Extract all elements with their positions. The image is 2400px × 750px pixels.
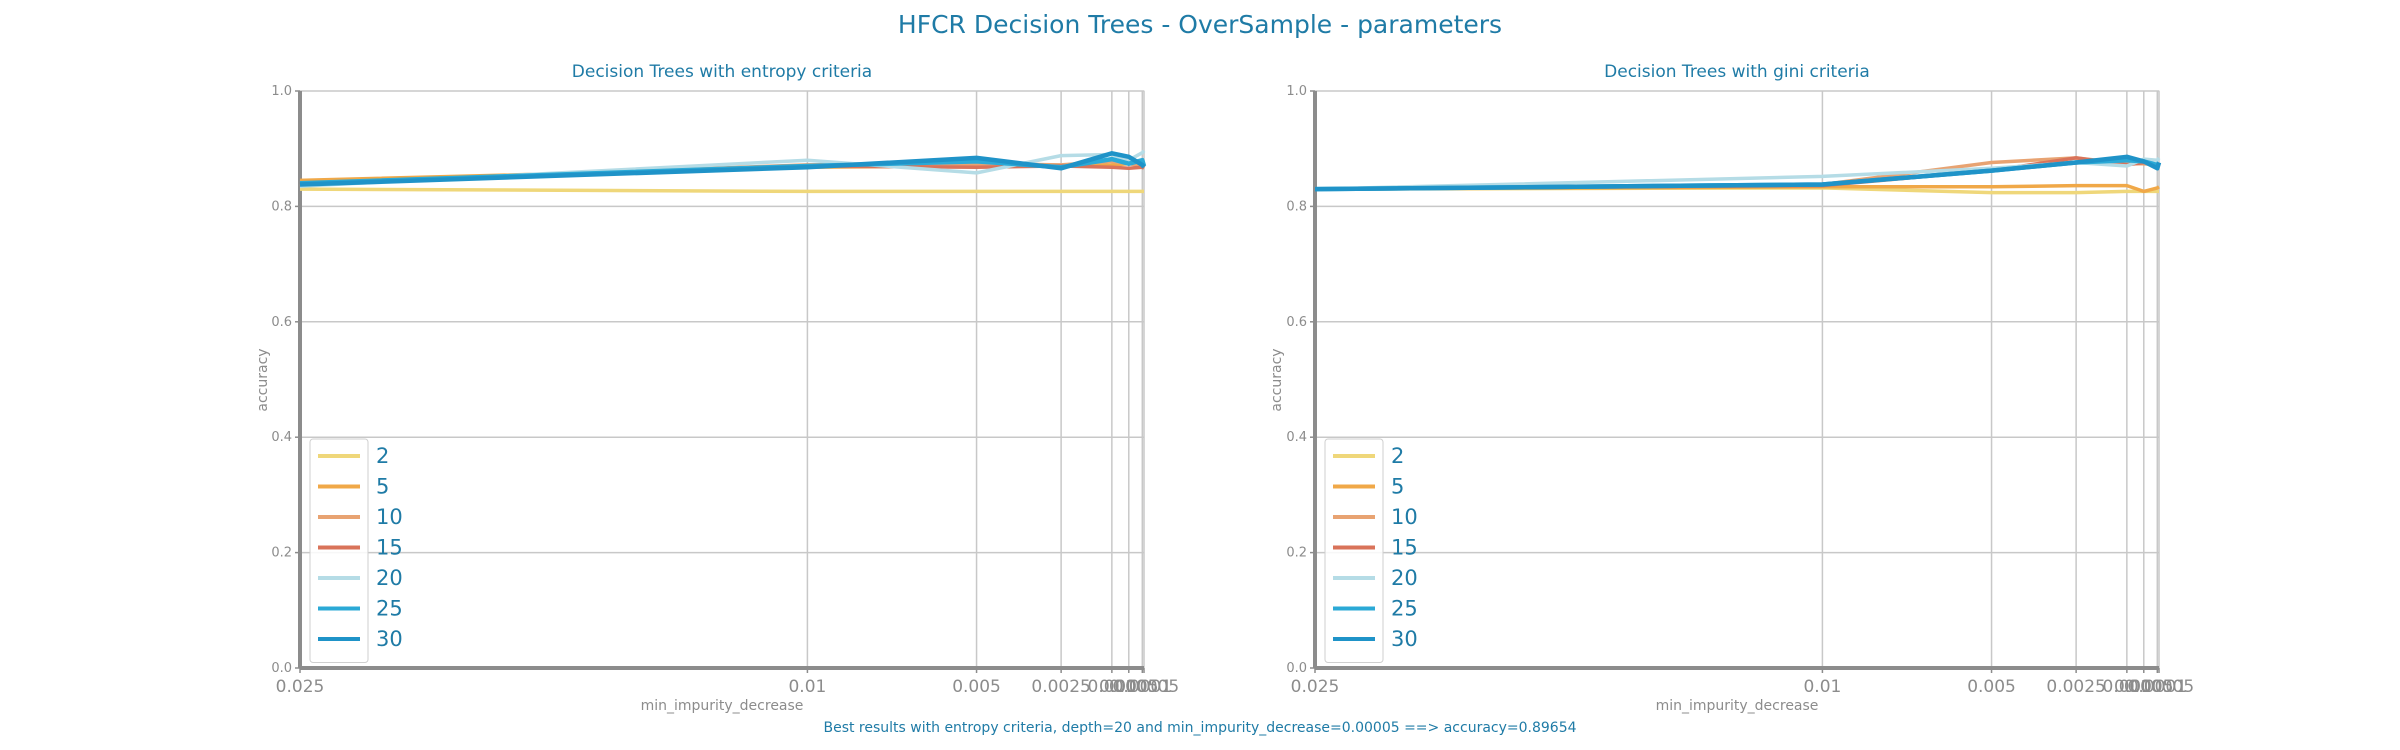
gini-plot-area: 0.00.20.40.60.81.00.025 0.01 0.005 0.00250.… <box>1286 84 2194 697</box>
entropy-legend-label-30: 30 <box>376 627 403 651</box>
entropy-x-tick-label: 0.005 <box>952 677 1001 697</box>
entropy-x-tick-label: 0.0005 <box>1099 677 1158 697</box>
gini-x-tick-label: 0.0001 <box>2128 677 2187 697</box>
gini-y-tick-label: 0.4 <box>1286 430 1307 445</box>
best-results-summary: Best results with entropy criteria, dept… <box>823 720 1576 736</box>
gini-chart-panel: Decision Trees with gini criteria min_im… <box>1269 62 2194 714</box>
gini-chart-title: Decision Trees with gini criteria <box>1604 62 1870 82</box>
gini-legend-label-10: 10 <box>1391 505 1418 529</box>
gini-series-line-5 <box>1314 183 2160 194</box>
gini-x-tick-label: 0.0025 <box>2046 677 2105 697</box>
entropy-legend-label-2: 2 <box>376 444 389 468</box>
gini-legend-label-25: 25 <box>1391 597 1418 621</box>
gini-x-tick-label: 0.001 <box>2103 677 2152 697</box>
gini-series-line-20 <box>1314 156 2161 191</box>
gini-y-tick-label: 1.0 <box>1286 84 1307 99</box>
figure-title: HFCR Decision Trees - OverSample - param… <box>898 10 1502 39</box>
entropy-y-tick-label: 1.0 <box>271 84 292 99</box>
entropy-y-tick-label: 0.6 <box>271 315 292 330</box>
gini-x-tick-label: 0.0005 <box>2114 677 2173 697</box>
entropy-y-tick-label: 0.8 <box>271 199 292 214</box>
entropy-series-line-20 <box>299 149 1146 188</box>
entropy-legend <box>309 438 369 663</box>
entropy-x-tick-label: 0.001 <box>1088 677 1137 697</box>
entropy-y-tick-label: 0.0 <box>271 661 292 676</box>
gini-x-axis-label: min_impurity_decrease <box>1656 698 1819 714</box>
gini-x-tick-label: 0.025 <box>1291 677 1340 697</box>
gini-series-line-30 <box>1314 154 2162 192</box>
gini-x-tick-label: 0.00005 <box>2124 677 2194 697</box>
entropy-x-tick-label: 0.01 <box>788 677 826 697</box>
entropy-plot-area: 0.00.20.40.60.81.00.025 0.01 0.005 0.00250.… <box>271 84 1179 697</box>
entropy-y-axis-label: accuracy <box>255 348 271 411</box>
gini-series-line-2 <box>1314 186 2160 195</box>
gini-legend-label-5: 5 <box>1391 475 1404 499</box>
gini-legend-label-30: 30 <box>1391 627 1418 651</box>
entropy-legend-label-5: 5 <box>376 475 389 499</box>
entropy-x-tick-label: 0.025 <box>276 677 325 697</box>
gini-legend-label-2: 2 <box>1391 444 1404 468</box>
entropy-x-axis-label: min_impurity_decrease <box>641 698 804 714</box>
gini-y-tick-label: 0.0 <box>1286 661 1307 676</box>
entropy-x-tick-label: 0.0025 <box>1031 677 1090 697</box>
entropy-series-line-30 <box>299 151 1146 187</box>
entropy-legend-label-10: 10 <box>376 505 403 529</box>
entropy-series-line-2 <box>299 187 1145 194</box>
entropy-legend-label-20: 20 <box>376 566 403 590</box>
gini-x-tick-label: 0.01 <box>1803 677 1841 697</box>
entropy-x-tick-label: 0.0001 <box>1113 677 1172 697</box>
gini-y-axis-label: accuracy <box>1269 348 1285 411</box>
entropy-chart-title: Decision Trees with entropy criteria <box>572 62 872 82</box>
gini-y-tick-label: 0.6 <box>1286 315 1307 330</box>
entropy-legend-label-25: 25 <box>376 597 403 621</box>
gini-legend-label-15: 15 <box>1391 536 1418 560</box>
entropy-chart-panel: Decision Trees with entropy criteria min… <box>255 62 1179 714</box>
entropy-legend-label-15: 15 <box>376 536 403 560</box>
entropy-y-tick-label: 0.4 <box>271 430 292 445</box>
gini-x-tick-label: 0.005 <box>1967 677 2016 697</box>
gini-legend <box>1324 438 1384 663</box>
entropy-x-tick-label: 0.00005 <box>1109 677 1179 697</box>
gini-y-tick-label: 0.8 <box>1286 199 1307 214</box>
entropy-y-tick-label: 0.2 <box>271 546 292 561</box>
gini-legend-label-20: 20 <box>1391 566 1418 590</box>
gini-y-tick-label: 0.2 <box>1286 546 1307 561</box>
